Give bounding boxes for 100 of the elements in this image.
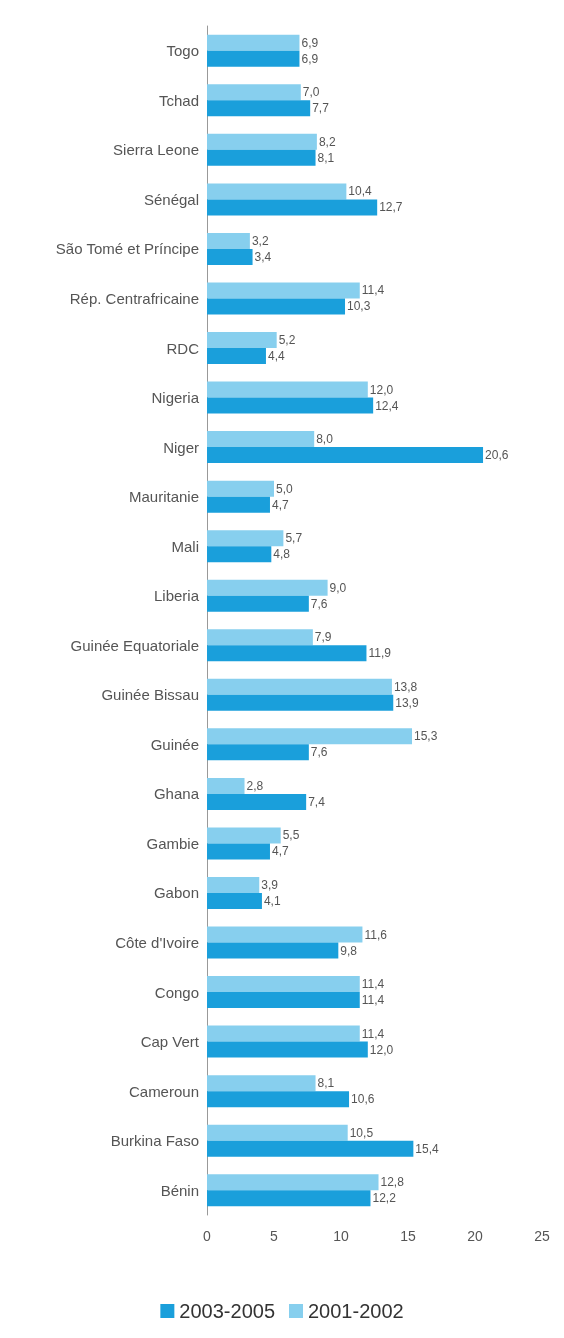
y-tick-label: Mauritanie [128, 488, 199, 506]
bar [207, 232, 250, 249]
y-tick-label: Guinée [150, 735, 199, 753]
data-label: 5,0 [276, 481, 294, 496]
legend-label: 2001-2002 [308, 1300, 404, 1322]
y-tick-label: Congo [154, 983, 199, 1001]
data-label: 6,9 [301, 51, 319, 66]
data-label: 12,2 [372, 1191, 397, 1206]
data-label: 11,4 [361, 283, 385, 298]
x-tick-label: 20 [467, 1228, 483, 1244]
y-tick-label: São Tomé et Príncipe [55, 240, 199, 258]
bar [207, 629, 313, 646]
data-label: 9,8 [340, 943, 358, 958]
data-label: 7,7 [312, 101, 330, 116]
bar [207, 50, 300, 67]
y-tick-label: Guinée Bissau [101, 686, 199, 704]
bar [207, 1075, 316, 1092]
data-label: 7,4 [308, 794, 326, 809]
data-label: 8,2 [318, 134, 336, 149]
bar [207, 579, 328, 596]
legend-label: 2003-2005 [179, 1300, 276, 1322]
bar [207, 892, 262, 909]
bar [207, 1140, 414, 1157]
bar [207, 149, 316, 166]
data-label: 6,9 [301, 35, 319, 50]
bar [207, 183, 347, 200]
data-label: 4,4 [267, 349, 285, 364]
bar [207, 100, 311, 117]
bar [207, 678, 392, 695]
data-label: 5,7 [285, 531, 303, 546]
x-tick-label: 25 [534, 1228, 550, 1244]
data-label: 15,3 [414, 729, 438, 744]
x-tick-label: 15 [400, 1228, 416, 1244]
data-label: 2,8 [246, 778, 264, 793]
bar [207, 793, 307, 810]
y-tick-label: Sierra Leone [113, 141, 199, 159]
bar [207, 926, 363, 943]
bar [207, 694, 394, 711]
bar [207, 728, 413, 745]
data-label: 5,2 [278, 333, 296, 348]
bar [207, 199, 378, 216]
data-label: 5,5 [282, 828, 300, 843]
data-label: 10,4 [348, 184, 373, 199]
bar [207, 530, 284, 547]
data-label: 4,8 [273, 547, 291, 562]
y-tick-label: Bénin [160, 1181, 199, 1199]
bar [207, 84, 301, 101]
y-tick-label: Liberia [153, 587, 200, 605]
bar [207, 381, 368, 398]
data-label: 4,7 [271, 844, 289, 859]
y-tick-label: Tchad [158, 91, 199, 109]
x-tick-label: 10 [333, 1228, 349, 1244]
data-label: 12,8 [380, 1175, 405, 1190]
bar [207, 1025, 360, 1042]
data-label: 10,6 [351, 1092, 375, 1107]
data-label: 12,4 [375, 398, 399, 413]
bar [207, 34, 300, 51]
bar [207, 1041, 368, 1058]
bar [207, 976, 360, 993]
data-label: 8,1 [317, 1076, 335, 1091]
y-tick-label: Cameroun [128, 1082, 199, 1100]
y-tick-label: Rép. Centrafricaine [69, 289, 199, 307]
data-label: 10,3 [347, 299, 371, 314]
data-label: 11,4 [361, 977, 385, 992]
bar [207, 348, 266, 365]
bar [207, 447, 484, 464]
data-label: 10,5 [349, 1125, 374, 1140]
y-tick-label: Mali [171, 537, 199, 555]
data-label: 11,4 [361, 1026, 385, 1041]
bar [207, 827, 281, 844]
y-tick-label: Guinée Equatoriale [70, 636, 199, 654]
data-label: 11,9 [368, 646, 392, 661]
bar [207, 546, 272, 563]
data-label: 4,1 [263, 893, 281, 908]
bar [207, 248, 253, 265]
data-label: 7,0 [302, 85, 320, 100]
y-tick-label: Ghana [153, 785, 200, 803]
y-tick-label: Cap Vert [140, 1033, 200, 1051]
data-label: 8,0 [316, 432, 334, 447]
data-label: 3,2 [251, 233, 269, 248]
y-tick-label: Sénégal [143, 190, 199, 208]
bar [207, 397, 374, 414]
y-tick-label: Nigeria [151, 389, 200, 407]
data-label: 7,9 [314, 630, 332, 645]
y-tick-label: Burkina Faso [110, 1132, 199, 1150]
data-label: 3,4 [254, 249, 272, 264]
bar [207, 992, 360, 1009]
bar [207, 1174, 379, 1191]
bar [207, 282, 360, 299]
x-tick-label: 5 [270, 1228, 279, 1244]
bar [207, 595, 309, 612]
bar [207, 1190, 371, 1207]
y-tick-label: Togo [166, 42, 199, 60]
bar [207, 1124, 348, 1141]
bar [207, 1091, 350, 1108]
bar [207, 744, 309, 761]
data-label: 11,4 [361, 993, 385, 1008]
bar [207, 431, 315, 448]
data-label: 7,6 [310, 745, 328, 760]
data-label: 12,0 [369, 382, 394, 397]
